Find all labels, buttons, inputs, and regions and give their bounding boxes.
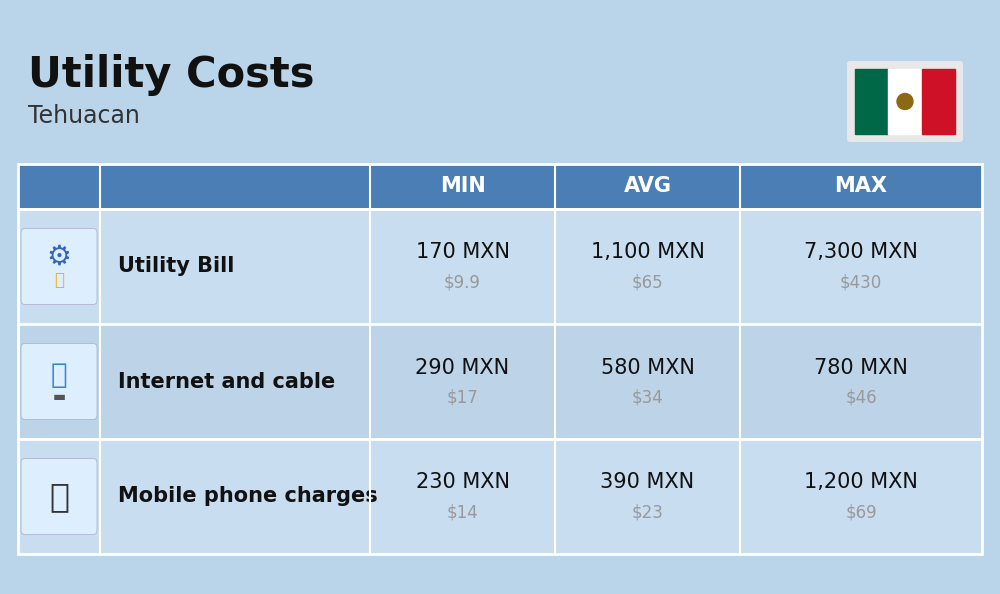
Text: 170 MXN: 170 MXN <box>416 242 510 263</box>
Bar <box>18 164 982 209</box>
Text: Internet and cable: Internet and cable <box>118 371 335 391</box>
Bar <box>855 69 888 134</box>
Text: 230 MXN: 230 MXN <box>416 472 510 492</box>
Text: $69: $69 <box>845 504 877 522</box>
Text: 7,300 MXN: 7,300 MXN <box>804 242 918 263</box>
Circle shape <box>897 93 913 109</box>
Text: 390 MXN: 390 MXN <box>600 472 695 492</box>
Text: Utility Costs: Utility Costs <box>28 54 314 96</box>
Text: 580 MXN: 580 MXN <box>601 358 694 378</box>
Bar <box>18 324 982 439</box>
Text: $14: $14 <box>447 504 478 522</box>
FancyBboxPatch shape <box>21 459 97 535</box>
Text: $65: $65 <box>632 273 663 292</box>
FancyBboxPatch shape <box>847 61 963 142</box>
Text: 🔌: 🔌 <box>54 271 64 289</box>
Text: $430: $430 <box>840 273 882 292</box>
Text: $46: $46 <box>845 388 877 406</box>
Text: 📱: 📱 <box>49 480 69 513</box>
Text: Utility Bill: Utility Bill <box>118 257 234 276</box>
FancyBboxPatch shape <box>21 343 97 419</box>
Bar <box>922 69 955 134</box>
Bar <box>18 439 982 554</box>
Text: $34: $34 <box>632 388 663 406</box>
Text: Tehuacan: Tehuacan <box>28 104 140 128</box>
Bar <box>888 69 922 134</box>
Text: Mobile phone charges: Mobile phone charges <box>118 486 378 507</box>
Text: 290 MXN: 290 MXN <box>415 358 510 378</box>
Text: 📶: 📶 <box>51 362 67 390</box>
Text: 780 MXN: 780 MXN <box>814 358 908 378</box>
Bar <box>18 164 982 554</box>
Text: AVG: AVG <box>624 176 672 197</box>
Text: 1,100 MXN: 1,100 MXN <box>591 242 704 263</box>
Text: MAX: MAX <box>834 176 888 197</box>
Text: $23: $23 <box>632 504 663 522</box>
Text: $9.9: $9.9 <box>444 273 481 292</box>
Text: ▬: ▬ <box>52 390 66 405</box>
FancyBboxPatch shape <box>21 229 97 305</box>
Text: ⚙: ⚙ <box>47 242 71 270</box>
Bar <box>18 209 982 324</box>
Text: $17: $17 <box>447 388 478 406</box>
Text: MIN: MIN <box>440 176 485 197</box>
Text: 1,200 MXN: 1,200 MXN <box>804 472 918 492</box>
